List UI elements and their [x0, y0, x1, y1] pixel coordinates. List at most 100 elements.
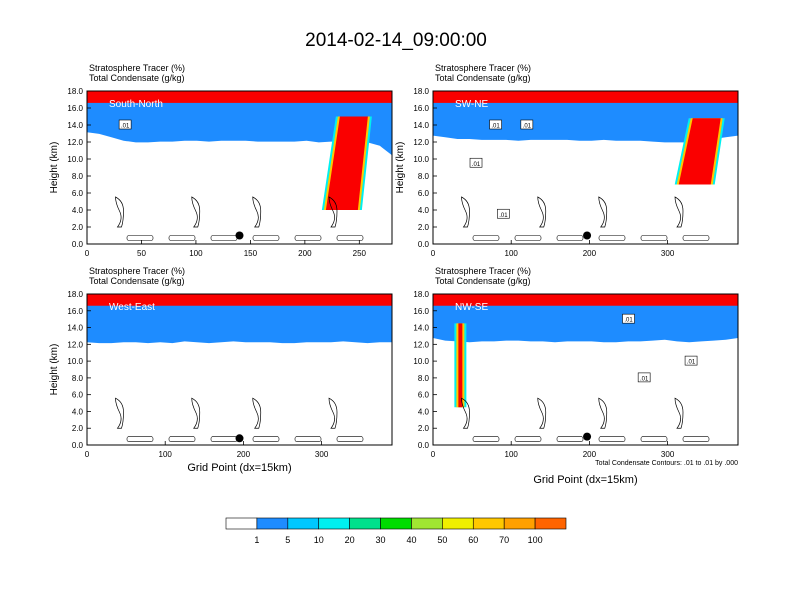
contour-label-sw-ne-2: .01	[472, 162, 481, 168]
tracer-top-south-north	[87, 91, 392, 103]
colorbar-box-10	[534, 517, 567, 530]
panel-frame-nw-se	[432, 293, 739, 446]
condensate-contour-south-north-3	[328, 196, 338, 228]
ytick-label-nw-se-6: 12.0	[413, 340, 429, 349]
ytick-label-west-east-0: 0.0	[72, 441, 84, 450]
panel-line1-west-east: Stratosphere Tracer (%)	[89, 266, 185, 276]
intrusion-sw-ne-2	[678, 118, 721, 185]
condensate-cell-west-east-2	[210, 436, 238, 442]
condensate-contour-sw-ne-2	[598, 196, 608, 228]
condensate-contour-nw-se-2	[598, 397, 608, 429]
footnote-nw-se: Total Condensate Contours: .01 to .01 by…	[595, 460, 738, 467]
colorbar-box-7	[442, 517, 474, 530]
panel-frame-south-north	[86, 90, 393, 245]
condensate-contour-south-north-0	[115, 196, 124, 228]
colorbar-box-5	[380, 517, 412, 530]
condensate-contour-sw-ne-3	[674, 196, 684, 228]
ytick-label-sw-ne-9: 18.0	[413, 87, 429, 96]
ytick-label-west-east-2: 4.0	[72, 407, 84, 416]
colorbar-label-6: 50	[437, 535, 447, 545]
condensate-cell-nw-se-0	[472, 436, 500, 442]
colorbar-label-3: 20	[345, 535, 355, 545]
colorbar-box-3	[318, 517, 350, 530]
condensate-cell-nw-se-4	[640, 436, 668, 442]
xtick-label-west-east-2: 200	[237, 450, 251, 459]
point-marker-south-north	[235, 231, 244, 240]
ytick-label-sw-ne-5: 10.0	[413, 155, 429, 164]
xtick-label-sw-ne-2: 200	[583, 249, 597, 258]
tracer-top-nw-se	[433, 294, 738, 306]
ytick-label-west-east-6: 12.0	[67, 340, 83, 349]
xtick-label-south-north-3: 150	[244, 249, 258, 258]
point-marker-west-east	[235, 434, 244, 443]
condensate-contour-west-east-3	[328, 397, 338, 429]
contour-label-south-north-0: .01	[121, 124, 130, 130]
condensate-cell-nw-se-5	[682, 436, 710, 442]
condensate-contour-nw-se-0	[461, 397, 470, 429]
panel-frame-sw-ne	[432, 90, 739, 245]
figure-title: 2014-02-14_09:00:00	[305, 30, 487, 51]
ytick-label-sw-ne-2: 4.0	[418, 206, 430, 215]
colorbar-box-2	[287, 517, 320, 530]
point-marker-nw-se	[583, 432, 592, 441]
colorbar-label-1: 5	[285, 535, 290, 545]
ytick-label-nw-se-2: 4.0	[418, 407, 430, 416]
colorbar-label-5: 40	[406, 535, 416, 545]
condensate-contour-south-north-1	[191, 196, 201, 228]
condensate-contour-west-east-1	[191, 397, 201, 429]
condensate-cell-nw-se-2	[556, 436, 584, 442]
contour-label-box-south-north-0	[118, 119, 132, 130]
xtick-label-nw-se-0: 0	[431, 450, 436, 459]
ytick-label-west-east-8: 16.0	[67, 307, 83, 316]
colorbar-label-7: 60	[468, 535, 478, 545]
ytick-label-west-east-3: 6.0	[72, 391, 84, 400]
xtick-label-sw-ne-3: 300	[661, 249, 675, 258]
tracer-band-south-north-10	[87, 91, 392, 156]
condensate-cell-west-east-3	[252, 436, 280, 442]
ytick-label-south-north-2: 4.0	[72, 206, 84, 215]
ytick-label-south-north-8: 16.0	[67, 104, 83, 113]
colorbar-label-4: 30	[376, 535, 386, 545]
xtick-label-west-east-3: 300	[315, 450, 329, 459]
contour-label-box-nw-se-1	[637, 372, 651, 383]
condensate-cell-west-east-4	[294, 436, 322, 442]
condensate-cell-south-north-1	[168, 235, 196, 241]
ytick-label-west-east-4: 8.0	[72, 374, 84, 383]
colorbar-box-6	[411, 517, 443, 530]
intrusion-nw-se-2	[458, 323, 463, 408]
colorbar-box-4	[349, 517, 381, 530]
ytick-label-sw-ne-8: 16.0	[413, 104, 429, 113]
ytick-label-west-east-9: 18.0	[67, 290, 83, 299]
xtick-label-west-east-1: 100	[159, 450, 173, 459]
panel-line1-nw-se: Stratosphere Tracer (%)	[435, 266, 531, 276]
panel-line1-sw-ne: Stratosphere Tracer (%)	[435, 63, 531, 73]
condensate-cell-nw-se-3	[598, 436, 626, 442]
contour-label-box-sw-ne-1	[520, 119, 534, 130]
condensate-contour-sw-ne-1	[537, 196, 547, 228]
point-marker-sw-ne	[583, 231, 592, 240]
colorbar-label-9: 100	[528, 535, 543, 545]
ylabel-west-east: Height (km)	[49, 344, 60, 396]
xtick-label-south-north-0: 0	[85, 249, 90, 258]
condensate-cell-west-east-5	[336, 436, 364, 442]
tracer-band-sw-ne-10	[433, 91, 738, 143]
xtick-label-west-east-0: 0	[85, 450, 90, 459]
contour-label-box-nw-se-0	[622, 313, 635, 324]
colorbar-label-8: 70	[499, 535, 509, 545]
panel-frame-west-east	[86, 293, 393, 446]
colorbar-label-0: 1	[254, 535, 259, 545]
tracer-top-sw-ne	[433, 91, 738, 103]
condensate-cell-south-north-2	[210, 235, 238, 241]
ytick-label-south-north-4: 8.0	[72, 172, 84, 181]
ytick-label-nw-se-1: 2.0	[418, 424, 430, 433]
ytick-label-nw-se-4: 8.0	[418, 374, 430, 383]
condensate-contour-nw-se-1	[537, 397, 547, 429]
ylabel-south-north: Height (km)	[49, 142, 60, 194]
condensate-contour-south-north-2	[252, 196, 262, 228]
panel-line2-sw-ne: Total Condensate (g/kg)	[435, 73, 531, 83]
condensate-contour-nw-se-3	[674, 397, 684, 429]
colorbar-box-9	[503, 517, 536, 530]
ytick-label-nw-se-9: 18.0	[413, 290, 429, 299]
condensate-cell-south-north-0	[126, 235, 154, 241]
